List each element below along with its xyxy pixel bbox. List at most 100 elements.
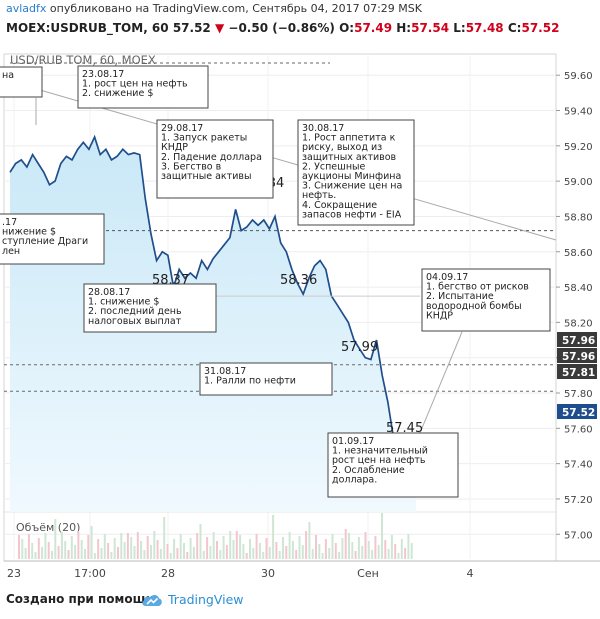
symbol-label: MOEX:USDRUB_TOM, 60 [6, 21, 169, 35]
volume-bar [183, 543, 185, 559]
tradingview-link[interactable]: TradingView [168, 592, 244, 607]
volume-bar [258, 543, 261, 559]
volume-bar [54, 519, 57, 559]
annotation-box [83, 283, 217, 333]
footer: Создано при помощи TradingView [0, 586, 600, 619]
y-tick-label: 58.60 [564, 248, 593, 259]
volume-bar [64, 541, 67, 559]
volume-bar [189, 538, 192, 559]
volume-bar [275, 542, 278, 559]
tradingview-cloud-icon[interactable] [140, 592, 164, 608]
low-label: L: [453, 21, 466, 35]
volume-bar [229, 531, 232, 559]
volume-bar [367, 541, 370, 559]
price-tag-bg [557, 364, 597, 379]
annotation-line: 31.08.17 [204, 366, 246, 377]
volume-bar [222, 536, 225, 559]
volume-bar [212, 532, 215, 559]
volume-bar [84, 549, 86, 559]
y-tick-label: 57.00 [564, 530, 593, 541]
price-change: −0.50 (−0.86%) [228, 21, 335, 35]
volume-bar [77, 531, 80, 559]
price-value-label: 57.45 [386, 421, 423, 436]
x-tick-label: 17:00 [74, 567, 106, 580]
volume-bar [199, 524, 202, 559]
volume-bar [282, 537, 284, 559]
volume-bar [377, 545, 380, 559]
volume-bar [70, 536, 73, 559]
volume-bar [321, 553, 324, 559]
volume-bar [387, 549, 390, 559]
volume-bar [163, 517, 166, 559]
volume-bar [209, 546, 212, 559]
volume-bar [400, 539, 403, 559]
annotation-line: 4. Сокращение [302, 200, 377, 211]
annotation-line: водородной бомбы [426, 301, 522, 312]
volume-bar [126, 533, 129, 559]
volume-bar [107, 543, 110, 559]
volume-bar [196, 533, 199, 559]
price-line [9, 134, 417, 457]
annotation-line: 2. Ослабление [332, 465, 405, 476]
volume-bar [97, 539, 100, 559]
annotation-line: 23.08.17 [82, 69, 124, 80]
volume-bar [202, 551, 205, 559]
volume-bar [242, 544, 245, 559]
volume-bar [245, 553, 248, 559]
volume-bar [156, 540, 159, 559]
x-tick-label: 30 [261, 567, 275, 580]
annotation-box [156, 119, 274, 199]
annotation-line: 1. незначительный [332, 446, 428, 457]
x-tick-label: Сен [357, 567, 379, 580]
annotation-line: защитные активы [161, 171, 251, 182]
volume-bar [272, 515, 275, 559]
volume-bar [285, 546, 288, 559]
published-text: опубликовано на TradingView.com, Сентябр… [49, 2, 422, 15]
author-link[interactable]: avladfx [6, 2, 47, 15]
volume-bar [176, 548, 179, 559]
annotation-line: 2. снижение $ [82, 88, 153, 99]
price-value-label: 57.99 [341, 340, 378, 355]
volume-bar [318, 544, 321, 559]
volume-bar [21, 539, 24, 559]
y-tick-label: 59.00 [564, 177, 593, 188]
volume-bar [133, 546, 136, 559]
price-tag: 57.81 [562, 367, 595, 379]
volume-bar [206, 537, 209, 559]
footer-credit: Создано при помощи [6, 592, 155, 606]
price-chart[interactable]: 59.60 59.40 59.20 59.00 58.80 58.60 58.40 58.20… [0, 40, 600, 586]
volume-bar [394, 544, 397, 559]
low-value: 57.48 [465, 21, 504, 35]
annotation-line: лен [2, 246, 20, 257]
price-value-label: 58.36 [280, 273, 317, 288]
volume-bar [179, 534, 182, 559]
volume-bar [357, 537, 360, 559]
last-price: 57.52 [172, 21, 211, 35]
annotation-line: нижение $ [2, 227, 56, 238]
annotation-line: 2. последний день [88, 306, 182, 317]
volume-bar [57, 546, 60, 559]
volume-bar [338, 552, 341, 559]
volume-bar [74, 545, 77, 559]
high-label: H: [396, 21, 412, 35]
volume-bar [123, 542, 126, 559]
volume-bar [288, 532, 291, 559]
volume-bar [361, 546, 364, 559]
annotation-line: доллара. [332, 474, 377, 485]
annotation-line: 1. снижение $ [88, 297, 159, 308]
volume-bar [34, 552, 37, 559]
volume-bar [334, 543, 337, 559]
volume-bar [262, 552, 265, 559]
annotation-line: на [2, 70, 14, 81]
publish-line: avladfx опубликовано на TradingView.com,… [6, 2, 600, 15]
volume-bar [295, 550, 298, 559]
volume-bar [351, 542, 354, 559]
volume-bar [150, 545, 152, 559]
volume-bar [252, 548, 255, 559]
volume-bar [120, 533, 123, 559]
price-tag: 57.96 [562, 335, 595, 347]
annotation-line: КНДР [161, 142, 188, 153]
y-tick-label: 58.40 [564, 283, 593, 294]
annotation-line: 2. Испытание [426, 291, 494, 302]
y-tick-label: 58.80 [564, 212, 593, 223]
